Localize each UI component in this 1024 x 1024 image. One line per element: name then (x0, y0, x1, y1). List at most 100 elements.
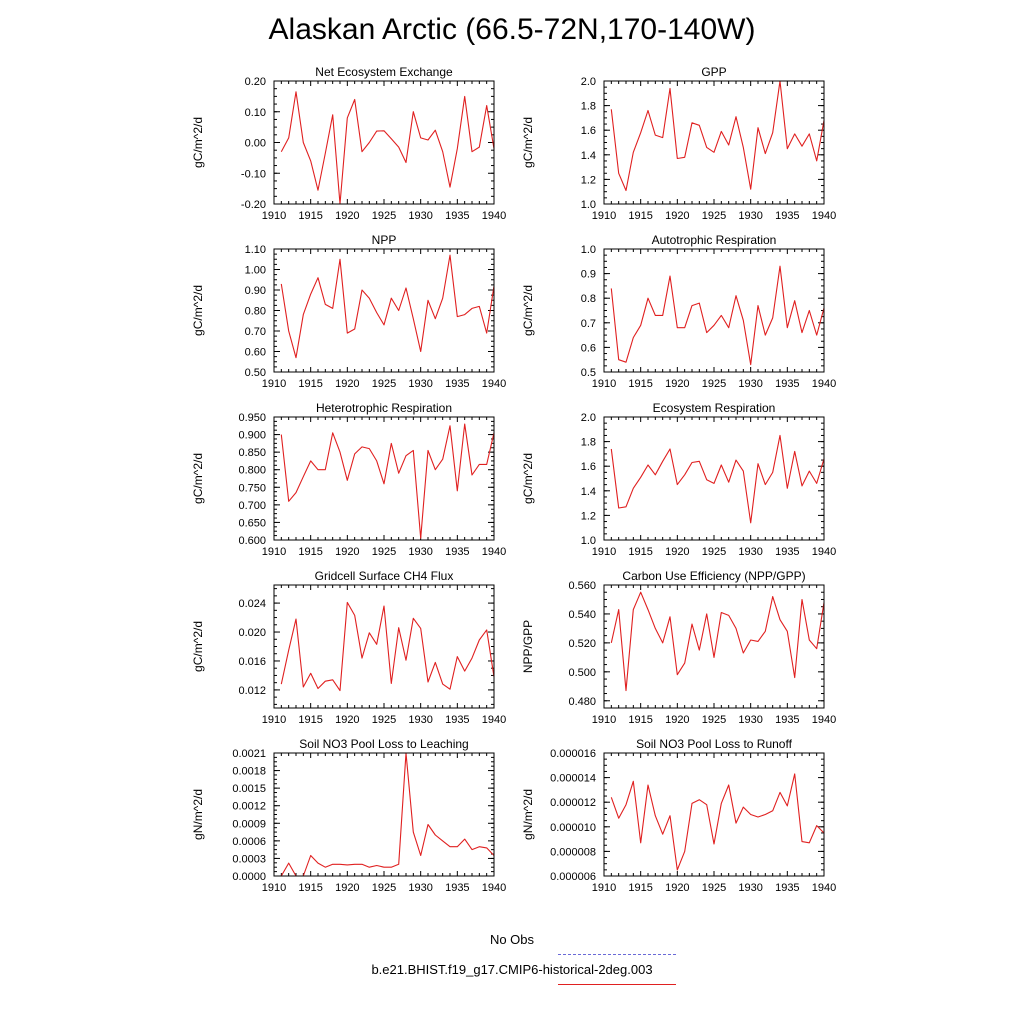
y-tick-label: 0.0015 (232, 783, 266, 795)
y-tick-label: 0.000010 (550, 822, 596, 834)
x-tick-label: 1925 (702, 378, 726, 390)
y-axis-label: gC/m^2/d (191, 453, 205, 504)
y-tick-label: 0.5 (581, 367, 596, 379)
x-tick-label: 1915 (298, 378, 322, 390)
x-tick-label: 1940 (482, 714, 506, 726)
y-tick-label: 0.850 (238, 447, 266, 459)
y-tick-label: 0.50 (245, 367, 266, 379)
x-tick-label: 1910 (262, 546, 286, 558)
plot-frame (273, 248, 495, 373)
y-tick-label: 0.012 (238, 685, 266, 697)
y-tick-label: 0.000008 (550, 846, 596, 858)
series-line (610, 265, 825, 366)
chart-panel-10: Soil NO3 Pool Loss to Runoff gN/m^2/d 1910… (521, 737, 836, 894)
x-tick-label: 1940 (812, 210, 836, 222)
x-tick-label: 1920 (335, 882, 359, 894)
y-axis-label: gC/m^2/d (191, 285, 205, 336)
y-tick-label: 0.80 (245, 306, 266, 318)
y-tick-label: 0.0006 (232, 836, 266, 848)
x-tick-label: 1915 (628, 210, 652, 222)
y-tick-label: 1.0 (581, 199, 596, 211)
plot-frame (603, 752, 825, 877)
y-tick-label: 0.950 (238, 412, 266, 424)
x-tick-label: 1930 (738, 210, 762, 222)
y-tick-label: 2.0 (581, 412, 596, 424)
y-tick-label: 0.6 (581, 342, 596, 354)
x-tick-label: 1915 (298, 882, 322, 894)
x-tick-label: 1910 (592, 546, 616, 558)
y-axis-label: gN/m^2/d (191, 789, 205, 840)
x-tick-label: 1910 (592, 714, 616, 726)
x-tick-label: 1930 (408, 882, 432, 894)
y-tick-label: 0.7 (581, 318, 596, 330)
series-line (610, 434, 825, 524)
x-tick-label: 1915 (298, 546, 322, 558)
y-tick-label: 0.800 (238, 465, 266, 477)
y-tick-label: 0.9 (581, 269, 596, 281)
x-tick-label: 1940 (482, 546, 506, 558)
x-tick-label: 1910 (592, 882, 616, 894)
y-tick-label: 1.4 (581, 150, 596, 162)
y-tick-label: 0.70 (245, 326, 266, 338)
x-tick-label: 1935 (445, 882, 469, 894)
x-tick-label: 1935 (775, 546, 799, 558)
plot-frame (603, 416, 825, 541)
y-tick-label: 0.520 (568, 638, 596, 650)
y-axis-label: NPP/GPP (521, 620, 535, 673)
y-tick-label: 1.8 (581, 437, 596, 449)
x-tick-label: 1925 (372, 546, 396, 558)
y-axis-label: gC/m^2/d (521, 285, 535, 336)
y-tick-label: 1.2 (581, 510, 596, 522)
y-tick-label: 0.500 (568, 667, 596, 679)
chart-panel-7: Gridcell Surface CH4 Flux gC/m^2/d 1910 191… (191, 569, 506, 726)
plot-frame (273, 584, 495, 709)
chart-title: Carbon Use Efficiency (NPP/GPP) (622, 569, 805, 583)
chart-panel-8: Carbon Use Efficiency (NPP/GPP) NPP/GPP 19… (521, 569, 836, 726)
y-tick-label: 0.60 (245, 347, 266, 359)
y-tick-label: 1.4 (581, 486, 596, 498)
x-tick-label: 1940 (812, 882, 836, 894)
x-tick-label: 1915 (628, 882, 652, 894)
x-tick-label: 1940 (482, 378, 506, 390)
chart-panel-6: Ecosystem Respiration gC/m^2/d 1910 1915 192… (521, 401, 836, 558)
y-tick-label: 0.600 (238, 535, 266, 547)
x-tick-label: 1940 (812, 546, 836, 558)
y-tick-label: 0.750 (238, 482, 266, 494)
x-tick-label: 1915 (298, 210, 322, 222)
x-tick-label: 1925 (372, 210, 396, 222)
y-axis-label: gC/m^2/d (191, 621, 205, 672)
y-tick-label: 0.0018 (232, 766, 266, 778)
x-tick-label: 1915 (628, 714, 652, 726)
x-tick-label: 1940 (812, 378, 836, 390)
series-line (280, 254, 495, 359)
x-tick-label: 1930 (408, 378, 432, 390)
x-tick-label: 1935 (775, 714, 799, 726)
x-tick-label: 1930 (738, 378, 762, 390)
plot-frame (603, 248, 825, 373)
x-tick-label: 1920 (335, 546, 359, 558)
chart-title: Gridcell Surface CH4 Flux (315, 569, 454, 583)
y-tick-label: 0.0000 (232, 871, 266, 883)
plot-frame (273, 752, 495, 877)
page-title: Alaskan Arctic (66.5-72N,170-140W) (268, 13, 756, 46)
x-tick-label: 1915 (298, 714, 322, 726)
series-line (280, 423, 495, 539)
x-tick-label: 1920 (665, 378, 689, 390)
y-axis-label: gN/m^2/d (521, 789, 535, 840)
x-tick-label: 1925 (372, 882, 396, 894)
y-tick-label: 0.0003 (232, 853, 266, 865)
x-tick-label: 1940 (482, 882, 506, 894)
chart-panel-4: Autotrophic Respiration gC/m^2/d 1910 1915 1… (521, 233, 836, 390)
y-axis-label: gC/m^2/d (191, 117, 205, 168)
y-tick-label: 0.10 (245, 107, 266, 119)
y-tick-label: 1.00 (245, 265, 266, 277)
x-tick-label: 1935 (445, 210, 469, 222)
x-tick-label: 1930 (738, 882, 762, 894)
x-tick-label: 1920 (665, 882, 689, 894)
y-tick-label: 0.016 (238, 656, 266, 668)
x-tick-label: 1920 (335, 210, 359, 222)
series-line (280, 752, 495, 877)
y-tick-label: 0.900 (238, 430, 266, 442)
y-tick-label: 0.0009 (232, 818, 266, 830)
